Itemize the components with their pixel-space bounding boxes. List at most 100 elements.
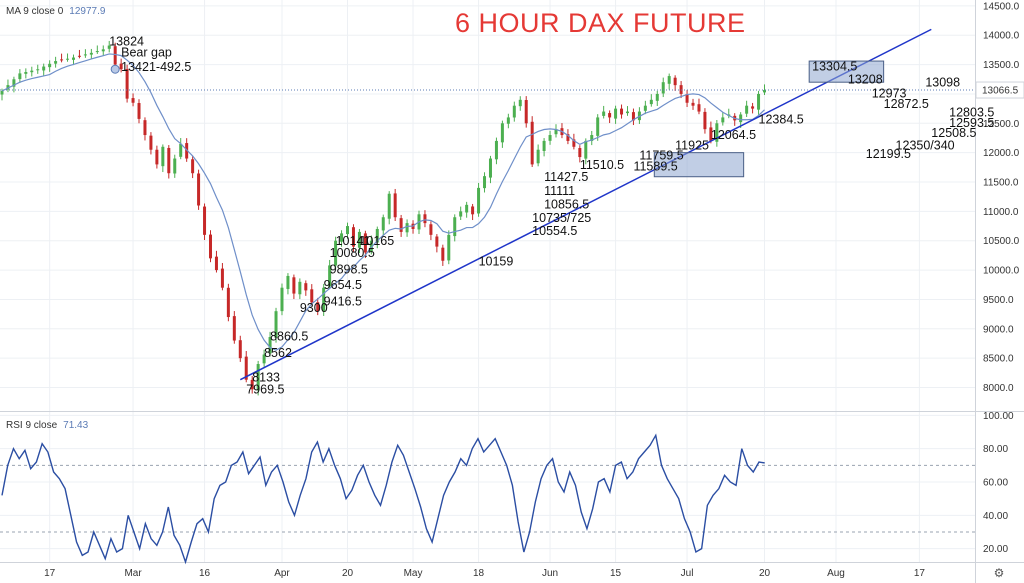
candle-body: [566, 134, 570, 141]
highlight-box: [808, 60, 885, 83]
candle-body: [506, 117, 510, 124]
candle-body: [42, 66, 46, 71]
candle-body: [465, 204, 469, 213]
candle-body: [149, 135, 153, 150]
annotation-label: 13208: [848, 72, 883, 86]
candle-body: [685, 94, 689, 103]
price-tick-label: 11000.0: [983, 207, 1019, 218]
candle-body: [536, 149, 540, 164]
candle-body: [471, 206, 475, 215]
annotation-label: 9300: [300, 301, 328, 315]
time-tick-label: Jun: [542, 568, 558, 579]
candle-body: [620, 108, 624, 115]
candle-body: [226, 287, 230, 318]
price-tick-label: 14500.0: [983, 1, 1020, 12]
ma-line: [1, 53, 765, 351]
annotation-label: 9898.5: [330, 263, 368, 277]
candle-body: [48, 63, 52, 68]
candle-body: [751, 106, 755, 109]
candle-body: [173, 158, 177, 174]
candle-body: [500, 123, 504, 143]
candle-body: [721, 117, 725, 123]
candle-body: [238, 340, 242, 359]
candle-body: [483, 176, 487, 189]
candle-body: [197, 173, 201, 206]
candle-body: [530, 121, 534, 165]
candle-body: [488, 158, 492, 178]
candle-body: [155, 149, 159, 165]
candle-body: [12, 79, 16, 87]
annotation-label: 12384.5: [759, 112, 804, 126]
candle-body: [316, 302, 320, 312]
annotation-label: 11427.5: [544, 170, 588, 184]
price-tick-label: 14000.0: [983, 31, 1020, 42]
candle-body: [24, 72, 28, 74]
rsi-line: [1, 433, 765, 565]
candle-body: [709, 127, 713, 141]
time-tick-label: Apr: [274, 568, 290, 579]
candle-body: [167, 147, 171, 174]
candle-body: [739, 114, 743, 123]
price-tick-label: 9500.0: [983, 295, 1014, 306]
candle-body: [763, 90, 767, 93]
candle-body: [310, 289, 314, 303]
gap-marker: [110, 64, 120, 74]
candle-body: [757, 93, 761, 110]
time-tick-label: 16: [199, 568, 211, 579]
candle-body: [268, 337, 272, 354]
candle-body: [423, 214, 427, 224]
candle-body: [203, 206, 207, 235]
annotation-label: 12872.5: [884, 97, 929, 111]
candle-body: [584, 140, 588, 159]
annotation-label: 8562: [264, 346, 292, 360]
candle-body: [346, 226, 350, 235]
candle-body: [602, 111, 606, 116]
annotation-label: 11510.5: [580, 158, 624, 172]
annotation-label: 13824: [109, 35, 144, 49]
candle-body: [649, 99, 653, 105]
candle-body: [232, 316, 236, 341]
current-price-label: 13066.5: [982, 86, 1019, 97]
candle-body: [441, 247, 445, 261]
candle-body: [518, 99, 522, 107]
candle-body: [18, 73, 22, 80]
candle-body: [369, 240, 373, 252]
annotation-label: 8860.5: [270, 330, 308, 344]
candle-body: [494, 140, 498, 160]
candle-body: [71, 57, 75, 60]
candle-body: [36, 69, 40, 71]
settings-gear-icon: ⚙: [994, 566, 1005, 580]
rsi-value: 71.43: [63, 420, 89, 431]
candle-body: [60, 59, 64, 61]
candle-body: [477, 187, 481, 214]
annotation-label: 11111: [544, 184, 575, 198]
rsi-tick-label: 40.00: [983, 511, 1008, 522]
candle-body: [542, 140, 546, 151]
candle-body: [631, 112, 635, 121]
candle-body: [95, 51, 99, 53]
candle-body: [107, 45, 111, 49]
candle-body: [429, 224, 433, 235]
candle-body: [244, 356, 248, 380]
candle-body: [191, 159, 195, 174]
candle-body: [453, 217, 457, 237]
annotation-label: 10735/725: [532, 211, 591, 225]
candle-body: [703, 111, 707, 130]
candle-body: [143, 120, 147, 136]
price-tick-label: 8000.0: [983, 383, 1014, 394]
trendline: [239, 28, 932, 381]
time-tick-label: 20: [342, 568, 354, 579]
candle-body: [393, 193, 397, 218]
candle-body: [340, 233, 344, 242]
candle-body: [280, 287, 284, 312]
candle-body: [697, 104, 701, 112]
price-tick-label: 11500.0: [983, 178, 1019, 189]
candle-body: [185, 143, 189, 159]
annotation-label: 10554.5: [532, 224, 577, 238]
annotation-label: 9416.5: [324, 294, 362, 308]
candle-body: [113, 46, 117, 65]
candle-body: [286, 275, 290, 289]
candle-body: [304, 283, 308, 291]
candle-body: [179, 143, 183, 157]
highlight-box: [653, 152, 745, 178]
